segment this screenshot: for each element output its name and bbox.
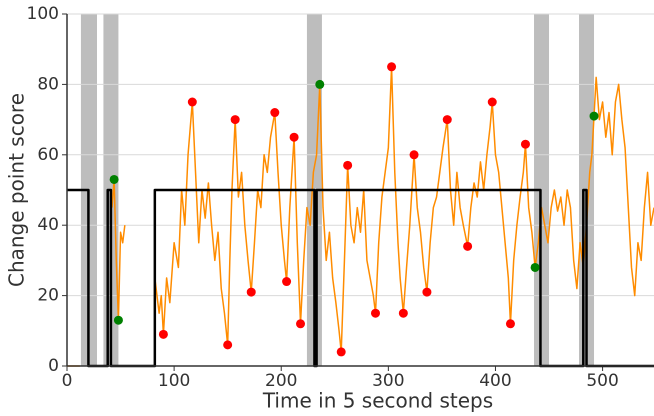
- y-axis-label: Change point score: [5, 93, 29, 287]
- y-tick-label: 100: [27, 4, 59, 24]
- red-change-point: [343, 160, 353, 170]
- change-state-line: [67, 188, 654, 368]
- y-tick-label: 0: [48, 356, 59, 376]
- red-change-point: [387, 62, 397, 72]
- red-change-point: [463, 241, 473, 251]
- y-tick-label: 60: [37, 145, 59, 165]
- green-change-point: [589, 111, 599, 121]
- red-change-point: [223, 340, 233, 350]
- red-change-point: [370, 308, 380, 318]
- x-tick-label: 100: [158, 371, 190, 391]
- red-change-point: [442, 115, 452, 125]
- red-change-point: [246, 287, 256, 297]
- red-change-point: [270, 108, 280, 118]
- red-change-point: [422, 287, 432, 297]
- red-change-point: [158, 329, 168, 339]
- red-change-point: [398, 308, 408, 318]
- red-change-point: [505, 319, 515, 329]
- green-change-point: [530, 262, 540, 272]
- green-change-point: [109, 174, 119, 184]
- x-axis-label: Time in 5 second steps: [262, 389, 493, 413]
- red-change-point: [289, 132, 299, 142]
- red-change-point: [409, 150, 419, 160]
- y-tick-label: 20: [37, 286, 59, 306]
- red-change-point: [282, 277, 292, 287]
- green-change-point: [113, 315, 123, 325]
- x-tick-label: 400: [479, 371, 511, 391]
- green-change-point: [315, 79, 325, 89]
- red-change-point: [230, 115, 240, 125]
- red-change-point: [520, 139, 530, 149]
- x-tick-label: 500: [586, 371, 618, 391]
- x-tick-label: 200: [265, 371, 297, 391]
- red-change-point: [187, 97, 197, 107]
- x-tick-label: 300: [372, 371, 404, 391]
- y-tick-label: 40: [37, 215, 59, 235]
- red-change-point: [296, 319, 306, 329]
- red-change-point: [487, 97, 497, 107]
- y-tick-label: 80: [37, 74, 59, 94]
- red-change-point: [336, 347, 346, 357]
- x-tick-label: 0: [62, 371, 73, 391]
